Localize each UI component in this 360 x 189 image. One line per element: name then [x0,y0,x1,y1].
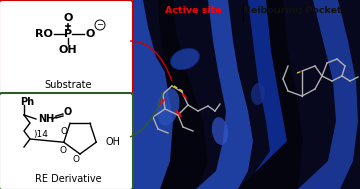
Text: Substrate: Substrate [44,80,92,90]
Text: Ph: Ph [20,97,34,107]
FancyBboxPatch shape [0,93,133,189]
Text: O: O [60,127,67,136]
Text: )14: )14 [33,130,48,139]
FancyBboxPatch shape [0,0,133,189]
Ellipse shape [212,117,228,145]
FancyBboxPatch shape [0,0,133,96]
Text: RO: RO [35,29,53,39]
Text: O: O [85,29,95,39]
Text: O: O [59,146,67,155]
Text: O: O [63,13,73,23]
Polygon shape [298,0,358,189]
Polygon shape [238,0,303,189]
Polygon shape [196,0,253,189]
Text: O: O [72,154,80,163]
Text: −: − [96,20,104,29]
Ellipse shape [157,88,180,126]
Ellipse shape [171,48,199,70]
Text: RE Derivative: RE Derivative [35,174,101,184]
Polygon shape [158,0,208,189]
Polygon shape [133,0,178,189]
Text: Neibouring Pocket: Neibouring Pocket [243,6,341,15]
Text: NH: NH [38,114,54,124]
Polygon shape [243,0,293,189]
Ellipse shape [251,83,265,105]
Text: OH: OH [59,45,77,55]
Text: P: P [64,29,72,39]
Text: OH: OH [105,137,120,147]
Text: Active site: Active site [165,6,221,15]
FancyBboxPatch shape [133,0,360,189]
Text: O: O [64,107,72,117]
